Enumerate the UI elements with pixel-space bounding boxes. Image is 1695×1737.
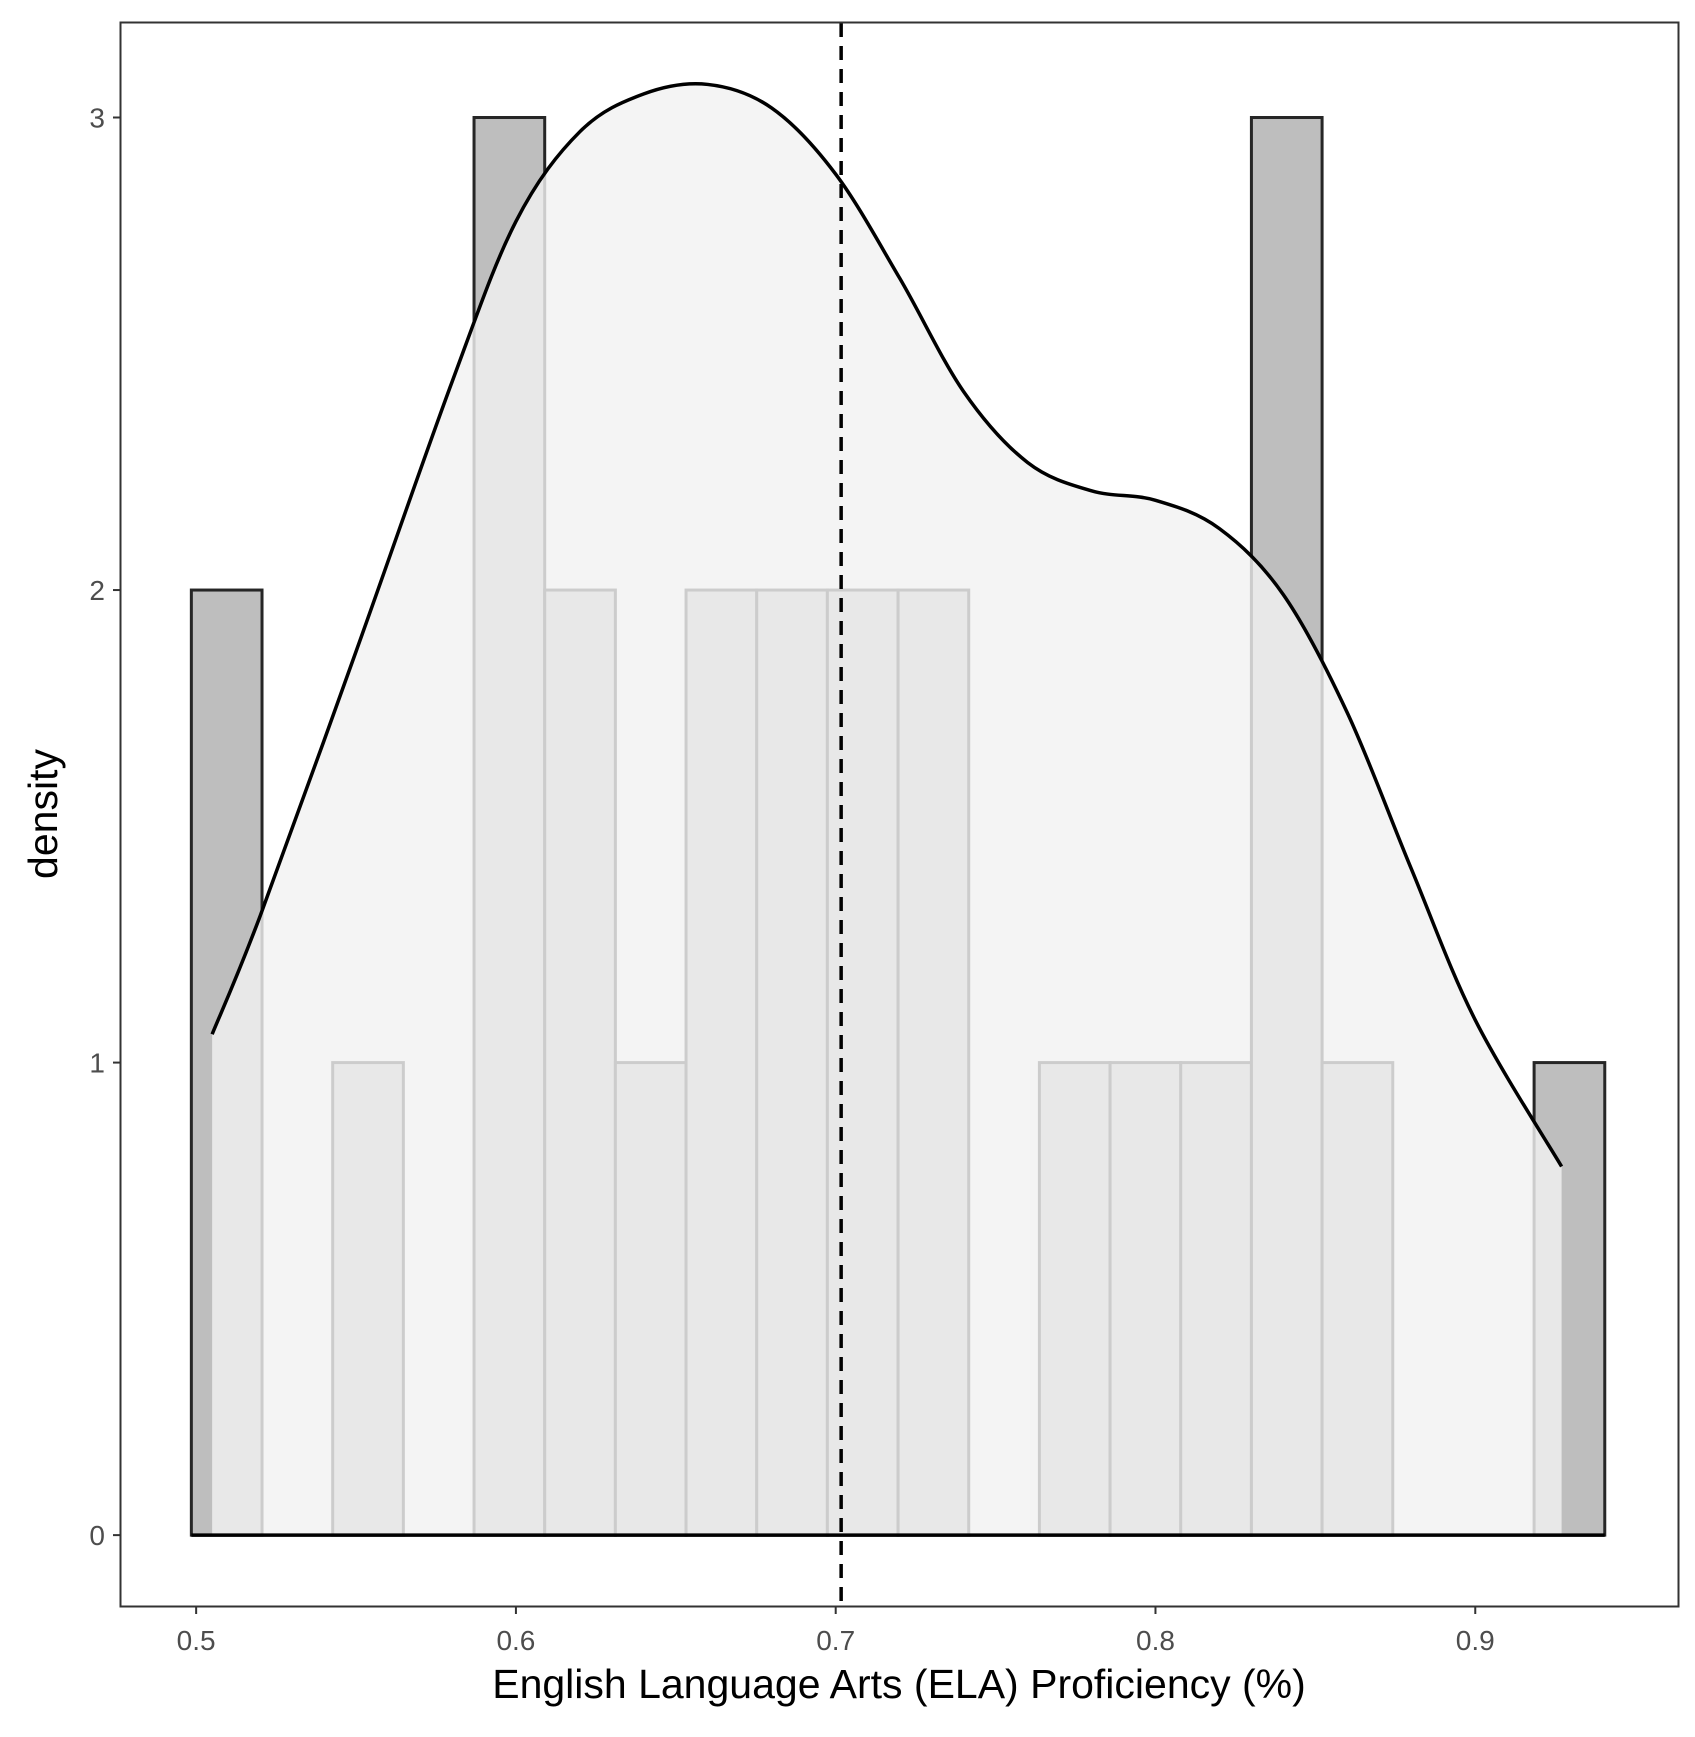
y-tick-label: 2: [89, 575, 105, 606]
y-axis-title: density: [20, 749, 66, 879]
x-tick-label: 0.8: [1136, 1625, 1175, 1656]
x-tick-label: 0.6: [496, 1625, 535, 1656]
density-layer: [210, 82, 1564, 1536]
x-axis-title: English Language Arts (ELA) Proficiency …: [492, 1661, 1306, 1707]
y-tick-label: 0: [89, 1520, 105, 1551]
x-tick-label: 0.5: [177, 1625, 216, 1656]
density-curve: [210, 82, 1564, 1168]
y-tick-label: 3: [89, 103, 105, 134]
density-area: [212, 83, 1562, 1536]
panel-border: [119, 21, 1680, 1608]
x-tick-label: 0.9: [1456, 1625, 1495, 1656]
y-tick-label: 1: [89, 1048, 105, 1079]
x-tick-label: 0.7: [816, 1625, 855, 1656]
axes: 0.5 0.6 0.7 0.8 0.9 0 1 2 3: [89, 103, 1494, 1656]
reference-layer: [191, 23, 1605, 1606]
